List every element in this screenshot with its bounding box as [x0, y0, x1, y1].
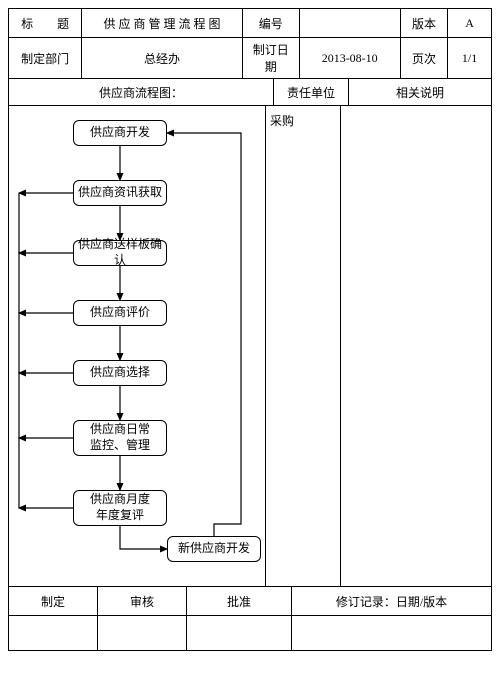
page-value: 1/1 [448, 38, 492, 79]
header-table: 标 题 供 应 商 管 理 流 程 图 编号 版本 A 制定部门 总经办 制订日… [8, 8, 492, 79]
notes-cell [341, 106, 492, 587]
flow-node-n3: 供应商送样板确认 [73, 240, 167, 266]
footer-approver-blank [187, 616, 292, 651]
dept-value: 总经办 [82, 38, 243, 79]
footer-revision-blank [292, 616, 492, 651]
number-label: 编号 [242, 9, 299, 38]
flow-node-n5: 供应商选择 [73, 360, 167, 386]
flow-node-n6: 供应商日常监控、管理 [73, 420, 167, 456]
flow-node-n2: 供应商资讯获取 [73, 180, 167, 206]
dept-label: 制定部门 [9, 38, 82, 79]
col-flow: 供应商流程图： [9, 79, 274, 106]
flow-node-n1: 供应商开发 [73, 120, 167, 146]
footer-table: 制定 审核 批准 修订记录：日期/版本 [8, 587, 492, 651]
footer-reviewer-blank [98, 616, 187, 651]
flow-node-n7: 供应商月度年度复评 [73, 490, 167, 526]
footer-revision: 修订记录：日期/版本 [292, 587, 492, 616]
footer-creator: 制定 [9, 587, 98, 616]
footer-reviewer: 审核 [98, 587, 187, 616]
responsible-cell: 采购 [266, 106, 341, 587]
version-label: 版本 [400, 9, 447, 38]
col-notes: 相关说明 [349, 79, 492, 106]
responsible-text: 采购 [270, 114, 294, 128]
title-label: 标 题 [9, 9, 82, 38]
title-value: 供 应 商 管 理 流 程 图 [82, 9, 243, 38]
page-label: 页次 [400, 38, 447, 79]
version-value: A [448, 9, 492, 38]
date-value: 2013-08-10 [299, 38, 400, 79]
flow-node-n8: 新供应商开发 [167, 536, 261, 562]
page: 标 题 供 应 商 管 理 流 程 图 编号 版本 A 制定部门 总经办 制订日… [0, 0, 500, 684]
number-value [299, 9, 400, 38]
body-table: 供应商开发供应商资讯获取供应商送样板确认供应商评价供应商选择供应商日常监控、管理… [8, 106, 492, 587]
footer-approver: 批准 [187, 587, 292, 616]
column-headers: 供应商流程图： 责任单位 相关说明 [8, 79, 492, 106]
footer-creator-blank [9, 616, 98, 651]
flowchart-area: 供应商开发供应商资讯获取供应商送样板确认供应商评价供应商选择供应商日常监控、管理… [9, 106, 265, 586]
col-responsible: 责任单位 [274, 79, 349, 106]
date-label: 制订日期 [242, 38, 299, 79]
flow-node-n4: 供应商评价 [73, 300, 167, 326]
